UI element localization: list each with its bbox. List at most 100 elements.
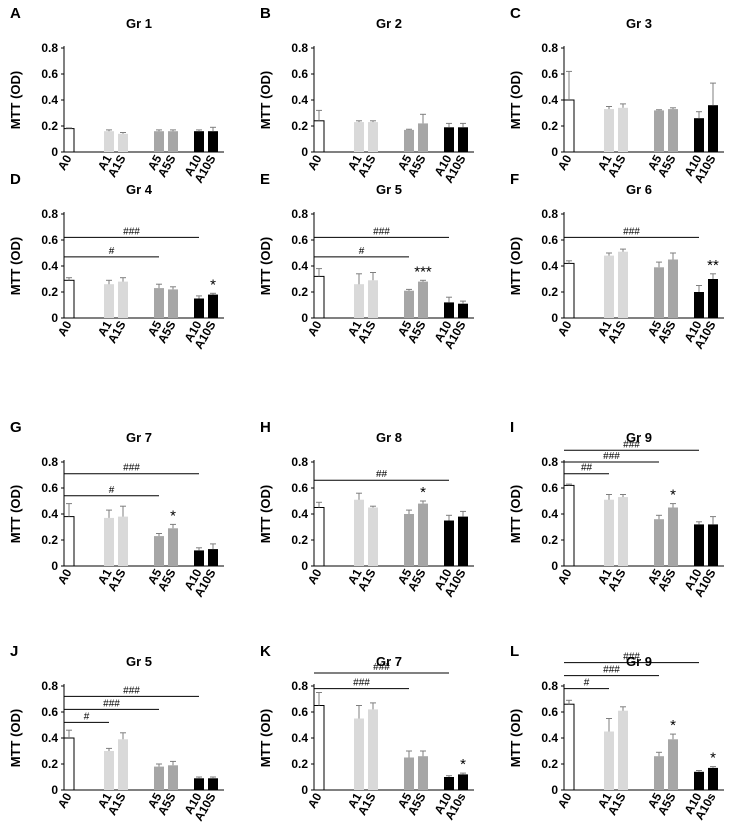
bar-c-a5s	[668, 109, 678, 152]
y-tick-label-b: 0.6	[291, 67, 308, 81]
y-tick-label-g: 0.2	[41, 533, 58, 547]
significance-star-i: *	[670, 487, 676, 504]
y-tick-label-l: 0.6	[541, 705, 558, 719]
y-tick-label-i: 0.8	[541, 455, 558, 469]
x-tick-label-i: A1	[595, 566, 615, 587]
bar-d-a1s	[118, 281, 128, 318]
y-tick-label-i: 0.6	[541, 481, 558, 495]
panel-title-j: Gr 5	[126, 654, 152, 669]
bar-b-a0	[313, 120, 325, 153]
bar-i-a10	[694, 524, 704, 566]
y-tick-label-h: 0	[301, 559, 308, 573]
y-tick-label-b: 0.8	[291, 41, 308, 55]
panel-title-l: Gr 9	[626, 654, 652, 669]
y-tick-label-b: 0.4	[291, 93, 308, 107]
y-tick-label-l: 0.2	[541, 757, 558, 771]
bar-k-a1s	[368, 709, 378, 790]
bar-a-a1s	[118, 133, 128, 152]
significance-star-e: ***	[414, 263, 432, 280]
bar-g-a10	[194, 550, 204, 566]
bar-d-a10s	[208, 294, 218, 318]
y-tick-label-i: 0.2	[541, 533, 558, 547]
panel-letter-a: A	[10, 5, 21, 22]
y-tick-label-c: 0.2	[541, 119, 558, 133]
bar-k-a5s	[418, 756, 428, 790]
comparison-label-d: ###	[123, 226, 140, 237]
y-tick-label-d: 0.2	[41, 285, 58, 299]
y-tick-label-l: 0.8	[541, 679, 558, 693]
significance-star-k: *	[460, 756, 466, 773]
comparison-label-g: #	[109, 485, 115, 496]
bar-g-a0	[63, 516, 75, 567]
x-tick-label-j: A0	[55, 790, 75, 811]
bar-d-a0	[63, 279, 75, 319]
y-tick-label-h: 0.6	[291, 481, 308, 495]
panel-title-h: Gr 8	[376, 430, 402, 445]
panel-title-k: Gr 7	[376, 654, 402, 669]
bar-h-a1s	[368, 507, 378, 566]
y-tick-label-c: 0.4	[541, 93, 558, 107]
comparison-label-h: ##	[376, 469, 388, 480]
y-tick-label-j: 0.2	[41, 757, 58, 771]
bar-k-a5	[404, 757, 414, 790]
panel-title-a: Gr 1	[126, 16, 152, 31]
bar-j-a1	[104, 751, 114, 790]
x-tick-label-c: A1	[595, 152, 615, 173]
x-tick-label-e: A5	[395, 318, 415, 339]
y-axis-label-f: MTT (OD)	[508, 237, 523, 295]
x-tick-label-l: A5	[645, 790, 665, 811]
y-axis-label-d: MTT (OD)	[8, 237, 23, 295]
comparison-label-l: #	[584, 678, 590, 689]
bar-e-a10s	[458, 303, 468, 318]
panel-letter-f: F	[510, 171, 519, 188]
bar-k-a10s	[458, 774, 468, 790]
y-axis-label-e: MTT (OD)	[258, 237, 273, 295]
bar-c-a1	[604, 109, 614, 152]
panel-letter-i: I	[510, 419, 514, 436]
bar-a-a5s	[168, 131, 178, 152]
y-axis-label-c: MTT (OD)	[508, 71, 523, 129]
y-tick-label-g: 0.8	[41, 455, 58, 469]
bar-k-a0	[313, 705, 325, 791]
bar-g-a5	[154, 536, 164, 566]
bar-h-a10	[444, 520, 454, 566]
y-tick-label-h: 0.8	[291, 455, 308, 469]
comparison-label-j: #	[84, 711, 90, 722]
bar-e-a10	[444, 302, 454, 318]
comparison-label-j: ###	[123, 685, 140, 696]
x-tick-label-f: A0	[555, 318, 575, 339]
bar-f-a0	[563, 262, 575, 319]
significance-star-h: *	[420, 484, 426, 501]
significance-star-f: **	[707, 257, 719, 274]
x-tick-label-l: A0	[555, 790, 575, 811]
y-tick-label-k: 0.8	[291, 679, 308, 693]
y-tick-label-l: 0.4	[541, 731, 558, 745]
y-tick-label-f: 0.6	[541, 233, 558, 247]
y-axis-label-l: MTT (OD)	[508, 709, 523, 767]
bar-a-a10	[194, 131, 204, 152]
panel-title-i: Gr 9	[626, 430, 652, 445]
bar-b-a10	[444, 127, 454, 152]
bar-j-a5s	[168, 765, 178, 790]
y-tick-label-f: 0.4	[541, 259, 558, 273]
y-axis-label-h: MTT (OD)	[258, 485, 273, 543]
panel-title-g: Gr 7	[126, 430, 152, 445]
bar-h-a5	[404, 514, 414, 566]
y-axis-label-j: MTT (OD)	[8, 709, 23, 767]
bar-b-a1s	[368, 122, 378, 152]
comparison-label-d: #	[109, 246, 115, 257]
bar-d-a10	[194, 298, 204, 318]
y-tick-label-d: 0.8	[41, 207, 58, 221]
significance-star-d: *	[210, 276, 216, 293]
bar-g-a1s	[118, 516, 128, 566]
bar-h-a5s	[418, 503, 428, 566]
panel-letter-c: C	[510, 5, 521, 22]
y-tick-label-a: 0.2	[41, 119, 58, 133]
bar-b-a1	[354, 122, 364, 152]
y-axis-label-a: MTT (OD)	[8, 71, 23, 129]
x-tick-label-g: A0	[55, 566, 75, 587]
